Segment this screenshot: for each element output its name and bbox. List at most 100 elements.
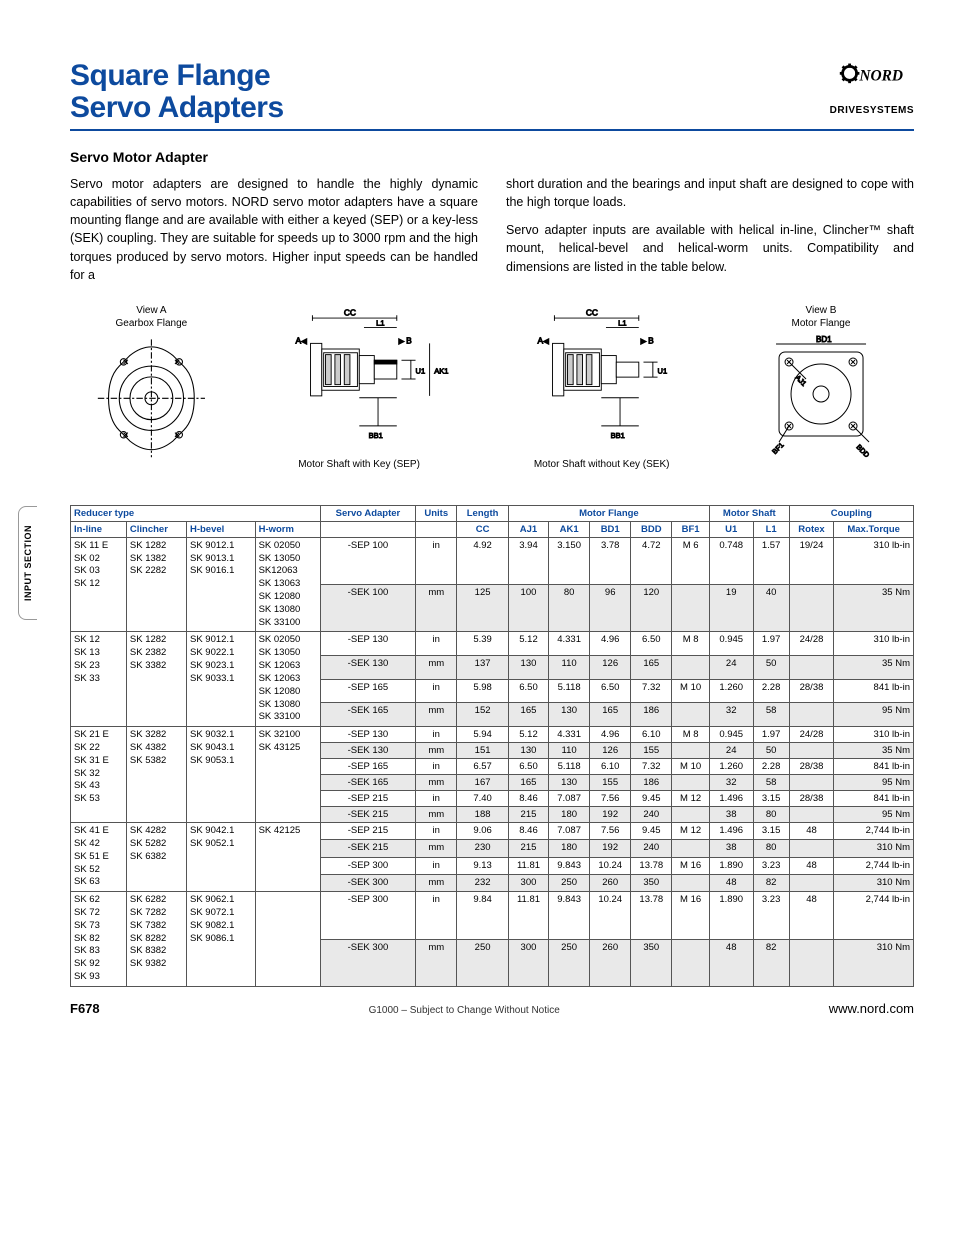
- cell-Max: 310 lb-in: [834, 727, 914, 743]
- cell-CC: 152: [457, 703, 509, 727]
- cell-inline: SK 62 SK 72 SK 73 SK 82 SK 83 SK 92 SK 9…: [71, 892, 127, 987]
- th-reducer: Reducer type: [71, 505, 321, 521]
- svg-text:BD1: BD1: [816, 335, 832, 344]
- body-text: Servo motor adapters are designed to han…: [70, 175, 914, 284]
- cell-hworm: SK 32100 SK 43125: [255, 727, 320, 823]
- cell-Rotex: 48: [789, 823, 834, 840]
- cell-CC: 5.98: [457, 679, 509, 703]
- cell-BF1: [672, 585, 710, 632]
- cell-BF1: M 8: [672, 727, 710, 743]
- table-sub-header-row: In-line Clincher H-bevel H-worm CC AJ1 A…: [71, 521, 914, 537]
- cell-BD1: 6.10: [590, 759, 631, 775]
- cell-inline: SK 12 SK 13 SK 23 SK 33: [71, 632, 127, 727]
- cell-units: in: [416, 679, 457, 703]
- cell-BDD: 155: [631, 743, 672, 759]
- cell-hworm: SK 02050 SK 13050 SK 12063 SK 12063 SK 1…: [255, 632, 320, 727]
- cell-units: in: [416, 857, 457, 874]
- cell-AJ1: 3.94: [508, 537, 548, 584]
- cell-hworm: SK 42125: [255, 823, 320, 892]
- svg-text:L1: L1: [376, 318, 384, 327]
- th-motorflange: Motor Flange: [508, 505, 709, 521]
- cell-adapters: -SEP 165: [320, 679, 416, 703]
- th-coupling: Coupling: [789, 505, 913, 521]
- cell-Rotex: [789, 743, 834, 759]
- th-ak1: AK1: [549, 521, 590, 537]
- cell-BF1: [672, 703, 710, 727]
- cell-adapters: -SEK 165: [320, 775, 416, 791]
- cell-BD1: 4.96: [590, 727, 631, 743]
- footer-url: www.nord.com: [829, 1001, 914, 1016]
- cell-L1: 80: [753, 807, 789, 823]
- cell-units: mm: [416, 840, 457, 857]
- cell-Rotex: 24/28: [789, 632, 834, 656]
- diagram-sep: CC L1 A B U1 AK1 BB1 Motor Shaft with Ke…: [243, 304, 476, 487]
- cell-AK1: 7.087: [549, 823, 590, 840]
- cell-AJ1: 8.46: [508, 791, 548, 807]
- cell-Max: 35 Nm: [834, 585, 914, 632]
- th-servo: Servo Adapter: [320, 505, 416, 521]
- th-length: Length: [457, 505, 509, 521]
- cell-L1: 80: [753, 840, 789, 857]
- cell-adapters: -SEK 130: [320, 743, 416, 759]
- cell-BDD: 120: [631, 585, 672, 632]
- cell-BDD: 186: [631, 703, 672, 727]
- cell-U1: 1.890: [709, 857, 753, 874]
- cell-BD1: 260: [590, 939, 631, 986]
- th-bf1: BF1: [672, 521, 710, 537]
- cell-AJ1: 300: [508, 874, 548, 891]
- footer-page: F678: [70, 1001, 100, 1016]
- cell-BF1: M 16: [672, 857, 710, 874]
- cell-AK1: 250: [549, 939, 590, 986]
- cell-U1: 48: [709, 874, 753, 891]
- cell-adapters: -SEK 165: [320, 703, 416, 727]
- cell-BF1: M 10: [672, 759, 710, 775]
- body-right-p1: short duration and the bearings and inpu…: [506, 175, 914, 211]
- svg-text:BB1: BB1: [611, 431, 625, 440]
- cell-units: mm: [416, 939, 457, 986]
- th-blank1: [320, 521, 416, 537]
- cell-CC: 250: [457, 939, 509, 986]
- svg-text:B: B: [406, 335, 412, 345]
- cell-BF1: M 12: [672, 791, 710, 807]
- cell-BF1: [672, 840, 710, 857]
- cell-AJ1: 5.12: [508, 632, 548, 656]
- th-hworm: H-worm: [255, 521, 320, 537]
- cell-Max: 95 Nm: [834, 775, 914, 791]
- svg-text:B: B: [649, 335, 655, 345]
- cell-Max: 310 Nm: [834, 874, 914, 891]
- th-inline: In-line: [71, 521, 127, 537]
- cell-L1: 2.28: [753, 679, 789, 703]
- title-line2: Servo Adapters: [70, 91, 284, 124]
- diagram-view-b: View B Motor Flange BD1 AJ1 BF1 BDD: [728, 304, 914, 487]
- cell-L1: 40: [753, 585, 789, 632]
- cell-Rotex: 48: [789, 857, 834, 874]
- th-u1: U1: [709, 521, 753, 537]
- svg-text:BB1: BB1: [368, 431, 382, 440]
- cell-units: in: [416, 823, 457, 840]
- th-maxt: Max.Torque: [834, 521, 914, 537]
- cell-L1: 3.15: [753, 823, 789, 840]
- cell-hworm: [255, 892, 320, 987]
- cell-adapters: -SEK 300: [320, 939, 416, 986]
- cell-BD1: 10.24: [590, 857, 631, 874]
- cell-units: mm: [416, 656, 457, 680]
- cell-BDD: 7.32: [631, 679, 672, 703]
- cell-units: in: [416, 537, 457, 584]
- cell-units: in: [416, 632, 457, 656]
- diagram-b-title: View B Motor Flange: [728, 304, 914, 331]
- table-row: SK 41 E SK 42 SK 51 E SK 52 SK 63SK 4282…: [71, 823, 914, 840]
- cell-Rotex: 24/28: [789, 727, 834, 743]
- cell-BD1: 260: [590, 874, 631, 891]
- cell-BF1: [672, 743, 710, 759]
- cell-AJ1: 11.81: [508, 892, 548, 939]
- diagrams-row: View A Gearbox Flange CC L1 A B: [70, 304, 914, 487]
- cell-BD1: 10.24: [590, 892, 631, 939]
- cell-U1: 32: [709, 703, 753, 727]
- diagram-a-title: View A Gearbox Flange: [70, 304, 233, 331]
- svg-text:A: A: [538, 335, 544, 345]
- diagram-sep-label: Motor Shaft with Key (SEP): [243, 459, 476, 470]
- svg-text:BF1: BF1: [771, 442, 785, 456]
- th-clincher: Clincher: [126, 521, 186, 537]
- cell-BF1: M 10: [672, 679, 710, 703]
- cell-Max: 310 Nm: [834, 840, 914, 857]
